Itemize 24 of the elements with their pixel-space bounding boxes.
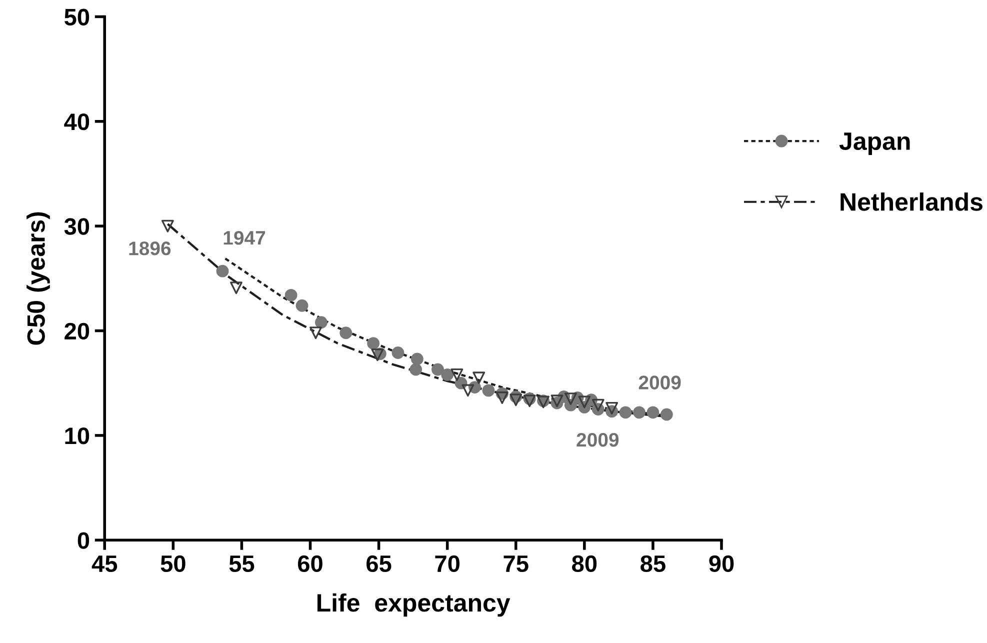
x-tick-label: 80	[572, 555, 597, 572]
legend-label: Japan	[839, 132, 910, 155]
x-tick-label: 65	[366, 555, 392, 572]
y-axis-title: C50 (years)	[26, 212, 50, 345]
x-tick-label: 90	[709, 555, 734, 572]
x-tick-label: 45	[92, 556, 118, 572]
x-tick-label: 70	[435, 555, 460, 572]
x-tick-label: 85	[640, 555, 666, 572]
x-tick-label: 75	[504, 556, 528, 572]
annotation: 2009	[576, 432, 619, 447]
y-tick-label: 30	[64, 218, 90, 235]
x-tick-label: 55	[229, 556, 254, 572]
y-tick-label: 40	[64, 113, 90, 130]
x-axis-title: Life expectancy	[317, 593, 510, 617]
y-tick-label: 50	[64, 8, 90, 26]
y-tick-label: 0	[78, 532, 90, 549]
annotation: 2009	[638, 376, 681, 390]
x-tick-label: 60	[298, 555, 322, 572]
annotation: 1947	[224, 230, 266, 245]
legend-label: Netherlands	[840, 192, 982, 211]
y-tick-label: 20	[64, 322, 90, 340]
annotation: 1896	[129, 242, 171, 256]
x-tick-label: 50	[160, 555, 186, 572]
y-tick-label: 10	[65, 428, 90, 444]
